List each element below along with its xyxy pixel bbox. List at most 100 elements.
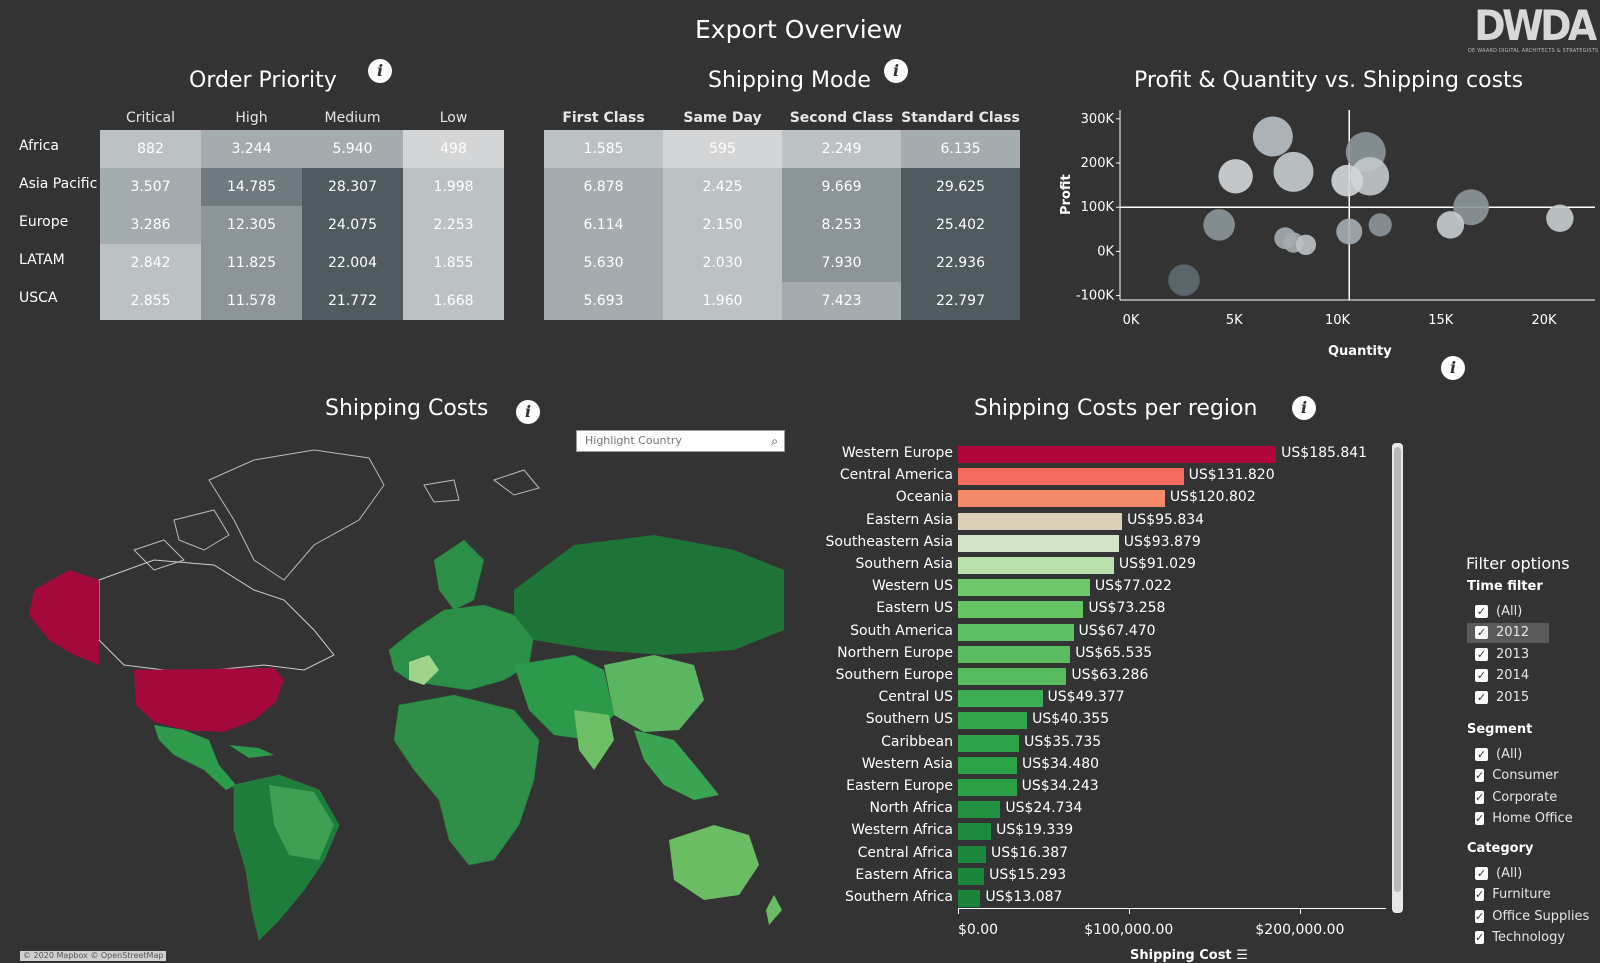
bar[interactable] [958,890,981,907]
heat-cell[interactable]: 9.669 [782,168,901,206]
heat-cell[interactable]: 29.625 [901,168,1020,206]
filter-checkbox-row[interactable]: ✓ Corporate [1467,787,1557,807]
checkbox-checked-icon[interactable]: ✓ [1475,747,1488,761]
bar[interactable] [958,512,1123,530]
bar[interactable] [958,823,992,841]
heat-cell[interactable]: 1.668 [403,282,504,320]
bar[interactable] [958,779,1017,796]
bar[interactable] [958,756,1018,774]
heat-cell[interactable]: 7.423 [782,282,901,320]
checkbox-checked-icon[interactable]: ✓ [1475,669,1488,682]
bar[interactable] [958,668,1067,685]
scatter-point[interactable] [1168,264,1200,296]
highlight-country-search[interactable]: Highlight Country ⌕ [576,430,785,452]
filter-checkbox-row[interactable]: ✓ (All) [1467,601,1549,621]
heat-cell[interactable]: 22.797 [901,282,1020,320]
heat-cell[interactable]: 5.693 [544,282,663,320]
heat-cell[interactable]: 3.244 [201,130,302,168]
filter-checkbox-row[interactable]: ✓ 2013 [1467,644,1549,664]
checkbox-checked-icon[interactable]: ✓ [1475,769,1485,782]
heat-cell[interactable]: 2.249 [782,130,901,168]
bar[interactable] [958,801,1001,819]
heat-cell[interactable]: 1.855 [403,244,504,282]
heat-cell[interactable]: 5.630 [544,244,663,282]
bar[interactable] [958,734,1020,752]
heat-cell[interactable]: 7.930 [782,244,901,282]
scatter-point[interactable] [1331,164,1363,197]
scatter-point[interactable] [1218,159,1253,194]
scatter-info-icon[interactable]: i [1441,356,1465,380]
sort-icon[interactable]: ☰ [1236,948,1248,963]
bar[interactable] [958,690,1043,708]
region-bars-info-icon[interactable]: i [1292,396,1316,420]
heat-cell[interactable]: 2.253 [403,206,504,244]
heat-cell[interactable]: 1.960 [663,282,782,320]
heat-cell[interactable]: 21.772 [302,282,403,320]
filter-checkbox-row[interactable]: ✓ (All) [1467,744,1549,764]
scatter-point[interactable] [1436,211,1465,239]
heat-cell[interactable]: 28.307 [302,168,403,206]
heat-cell[interactable]: 6.878 [544,168,663,206]
filter-checkbox-row[interactable]: ✓ Furniture [1467,885,1551,905]
filter-checkbox-row[interactable]: ✓ Consumer [1467,766,1559,786]
heat-cell[interactable]: 12.305 [201,206,302,244]
bar[interactable] [958,579,1090,597]
bar[interactable] [958,623,1074,641]
checkbox-checked-icon[interactable]: ✓ [1475,626,1488,639]
scatter-point[interactable] [1368,213,1392,237]
scatter-point[interactable] [1453,189,1489,226]
world-map[interactable] [14,440,794,950]
bar[interactable] [958,557,1114,574]
bar[interactable] [958,845,987,863]
heat-cell[interactable]: 595 [663,130,782,168]
checkbox-checked-icon[interactable]: ✓ [1475,690,1488,704]
scatter-point[interactable] [1336,218,1363,245]
heat-cell[interactable]: 6.135 [901,130,1020,168]
heat-cell[interactable]: 1.998 [403,168,504,206]
shipping-mode-info-icon[interactable]: i [884,59,908,83]
heat-cell[interactable]: 2.030 [663,244,782,282]
checkbox-checked-icon[interactable]: ✓ [1475,812,1485,825]
heat-cell[interactable]: 11.825 [201,244,302,282]
filter-checkbox-row[interactable]: ✓ Home Office [1467,809,1573,829]
heat-cell[interactable]: 3.507 [100,168,201,206]
bar[interactable] [958,534,1119,552]
filter-checkbox-row[interactable]: ✓ 2014 [1467,666,1549,686]
filter-checkbox-row[interactable]: ✓ 2015 [1467,687,1549,707]
scatter-point[interactable] [1546,204,1574,232]
scatter-point[interactable] [1273,151,1314,192]
filter-checkbox-row[interactable]: ✓ 2012 [1467,622,1549,643]
heat-cell[interactable]: 24.075 [302,206,403,244]
heat-cell[interactable]: 2.842 [100,244,201,282]
heat-cell[interactable]: 2.855 [100,282,201,320]
heat-cell[interactable]: 2.425 [663,168,782,206]
scatter-point[interactable] [1252,116,1293,157]
checkbox-checked-icon[interactable]: ✓ [1475,790,1485,804]
map-info-icon[interactable]: i [516,400,540,424]
scrollbar-thumb[interactable] [1394,447,1401,892]
bar[interactable] [958,446,1277,463]
bar[interactable] [958,712,1028,730]
heat-cell[interactable]: 1.585 [544,130,663,168]
heat-cell[interactable]: 882 [100,130,201,168]
bar[interactable] [958,468,1184,486]
heat-cell[interactable]: 22.936 [901,244,1020,282]
checkbox-checked-icon[interactable]: ✓ [1475,604,1488,618]
heat-cell[interactable]: 22.004 [302,244,403,282]
bar[interactable] [958,490,1165,508]
bar[interactable] [958,645,1071,663]
filter-checkbox-row[interactable]: ✓ Office Supplies [1467,906,1589,926]
heat-cell[interactable]: 11.578 [201,282,302,320]
search-icon[interactable]: ⌕ [771,434,778,448]
order-priority-info-icon[interactable]: i [368,59,392,83]
filter-checkbox-row[interactable]: ✓ Technology [1467,928,1565,948]
bar[interactable] [958,867,985,885]
scatter-point[interactable] [1203,209,1235,241]
heat-cell[interactable]: 498 [403,130,504,168]
heat-cell[interactable]: 25.402 [901,206,1020,244]
scatter-point[interactable] [1295,234,1317,255]
bar-chart-scrollbar[interactable] [1392,443,1403,913]
heat-cell[interactable]: 14.785 [201,168,302,206]
filter-checkbox-row[interactable]: ✓ (All) [1467,863,1549,883]
heat-cell[interactable]: 5.940 [302,130,403,168]
